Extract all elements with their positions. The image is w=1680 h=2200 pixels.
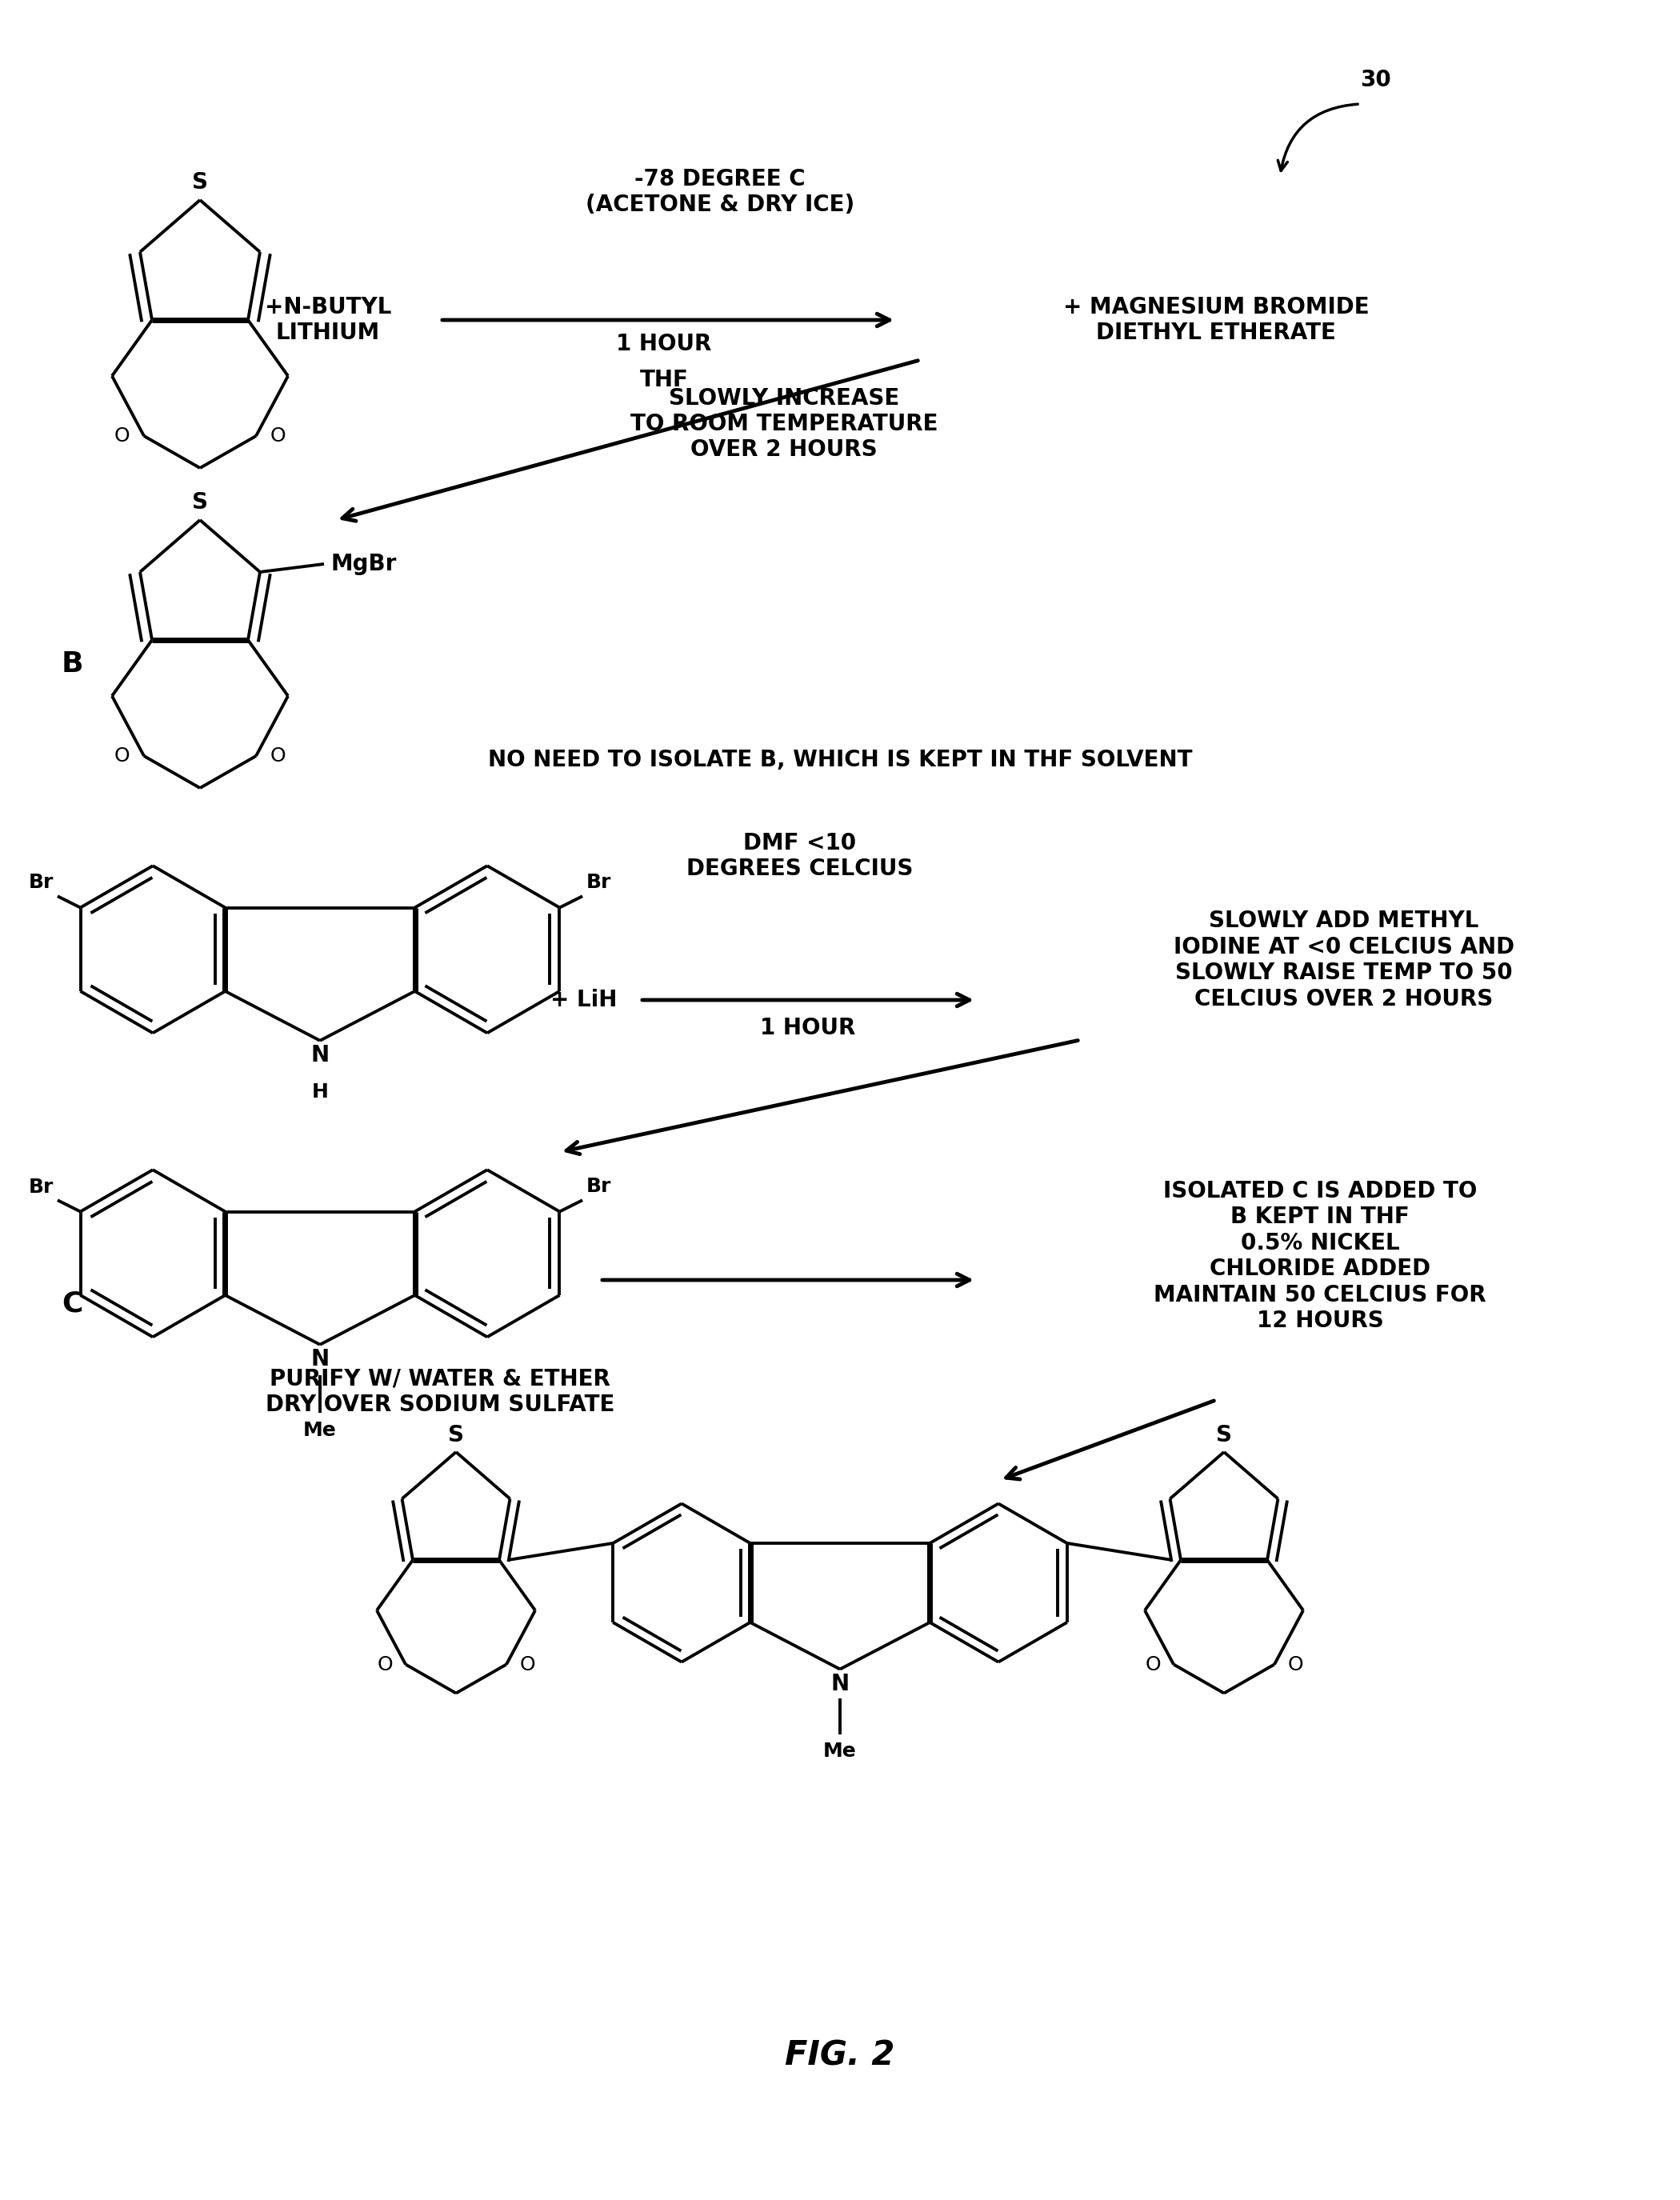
Text: N: N: [830, 1672, 850, 1696]
Text: O: O: [114, 427, 129, 447]
Text: S: S: [192, 491, 208, 513]
Text: Br: Br: [586, 873, 612, 893]
Text: -78 DEGREE C
(ACETONE & DRY ICE): -78 DEGREE C (ACETONE & DRY ICE): [586, 167, 855, 216]
Text: + MAGNESIUM BROMIDE
DIETHYL ETHERATE: + MAGNESIUM BROMIDE DIETHYL ETHERATE: [1063, 295, 1369, 343]
Text: PURIFY W/ WATER & ETHER
DRY OVER SODIUM SULFATE: PURIFY W/ WATER & ETHER DRY OVER SODIUM …: [265, 1368, 615, 1417]
Text: S: S: [449, 1423, 464, 1445]
Text: B: B: [60, 651, 82, 678]
Text: THF: THF: [640, 370, 689, 392]
Text: O: O: [270, 427, 286, 447]
Text: Br: Br: [586, 1177, 612, 1197]
Text: O: O: [114, 746, 129, 766]
Text: H: H: [312, 1082, 328, 1102]
Text: S: S: [192, 172, 208, 194]
Text: MgBr: MgBr: [331, 552, 396, 574]
Text: NO NEED TO ISOLATE B, WHICH IS KEPT IN THF SOLVENT: NO NEED TO ISOLATE B, WHICH IS KEPT IN T…: [487, 748, 1193, 772]
Text: O: O: [376, 1654, 393, 1674]
Text: FIG. 2: FIG. 2: [785, 2039, 895, 2072]
Text: SLOWLY INCREASE
TO ROOM TEMPERATURE
OVER 2 HOURS: SLOWLY INCREASE TO ROOM TEMPERATURE OVER…: [630, 387, 937, 462]
Text: Br: Br: [29, 873, 54, 893]
Text: 1 HOUR: 1 HOUR: [761, 1016, 855, 1038]
Text: S: S: [1216, 1423, 1231, 1445]
Text: ISOLATED C IS ADDED TO
B KEPT IN THF
0.5% NICKEL
CHLORIDE ADDED
MAINTAIN 50 CELC: ISOLATED C IS ADDED TO B KEPT IN THF 0.5…: [1154, 1179, 1487, 1331]
Text: O: O: [270, 746, 286, 766]
Text: DMF <10
DEGREES CELCIUS: DMF <10 DEGREES CELCIUS: [687, 832, 914, 880]
Text: + LiH: + LiH: [551, 988, 617, 1012]
Text: +N-BUTYL
LITHIUM: +N-BUTYL LITHIUM: [265, 295, 391, 343]
Text: O: O: [1287, 1654, 1304, 1674]
Text: O: O: [519, 1654, 534, 1674]
Text: 1 HOUR: 1 HOUR: [617, 332, 712, 354]
Text: N: N: [311, 1045, 329, 1067]
Text: C: C: [62, 1291, 82, 1318]
Text: SLOWLY ADD METHYL
IODINE AT <0 CELCIUS AND
SLOWLY RAISE TEMP TO 50
CELCIUS OVER : SLOWLY ADD METHYL IODINE AT <0 CELCIUS A…: [1174, 911, 1514, 1010]
Text: Br: Br: [29, 1177, 54, 1197]
Text: Me: Me: [304, 1421, 336, 1439]
Text: O: O: [1146, 1654, 1161, 1674]
Text: 30: 30: [1361, 68, 1391, 90]
Text: N: N: [311, 1349, 329, 1371]
Text: Me: Me: [823, 1740, 857, 1760]
